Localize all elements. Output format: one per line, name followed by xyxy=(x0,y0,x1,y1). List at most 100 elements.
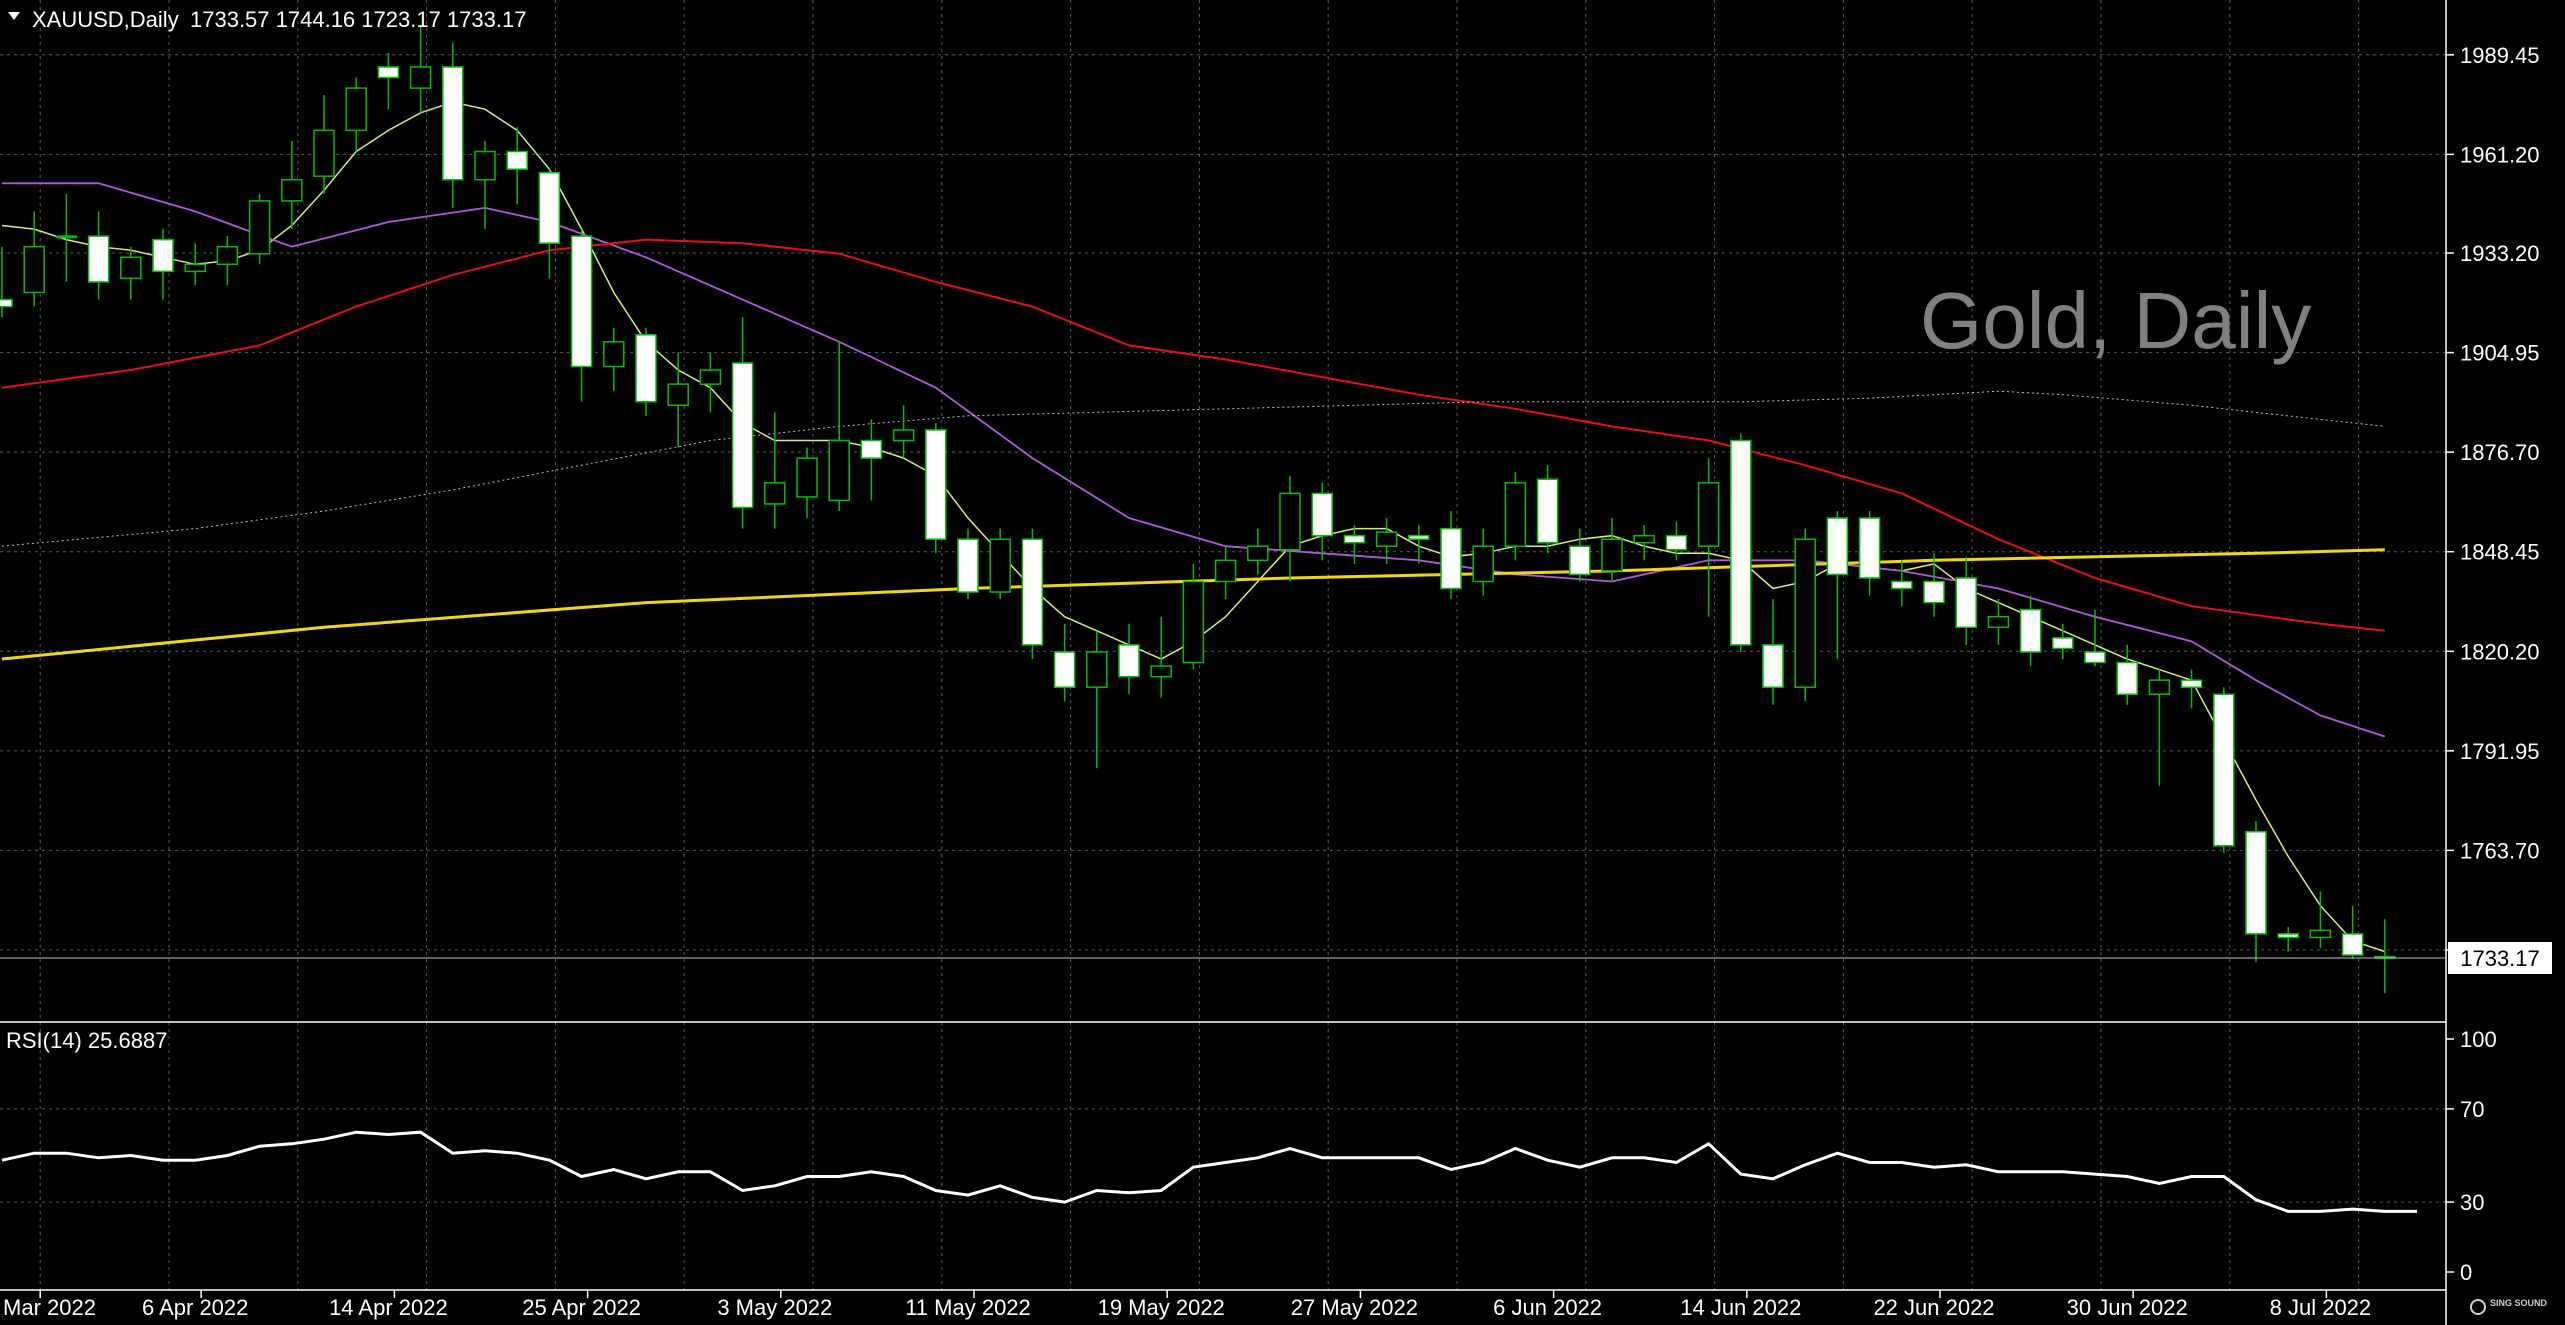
rsi-tick-label: 100 xyxy=(2460,1027,2497,1052)
candle-body xyxy=(1408,534,1430,540)
candle xyxy=(1826,511,1849,660)
candle xyxy=(1408,525,1430,564)
candle xyxy=(506,126,528,205)
candle-body xyxy=(313,129,335,177)
chart-watermark: Gold, Daily xyxy=(1920,276,2311,365)
candle-body xyxy=(1118,644,1140,678)
candle xyxy=(570,229,593,402)
candle-body xyxy=(989,538,1011,593)
candle xyxy=(1440,511,1462,600)
time-axis: 29 Mar 2022 6 Apr 2022 14 Apr 2022 25 Apr 2… xyxy=(0,1290,2371,1320)
candle xyxy=(1279,475,1301,582)
candle xyxy=(1987,599,2010,645)
candle-body xyxy=(570,235,593,368)
candle xyxy=(2213,687,2235,853)
candle-body xyxy=(442,66,464,181)
candle xyxy=(860,419,883,501)
ohlc-values: 1733.57 1744.16 1723.17 1733.17 xyxy=(190,7,526,32)
current-price-label: 1733.17 xyxy=(2460,946,2540,971)
price-tick-label: 1933.20 xyxy=(2460,241,2540,266)
candle xyxy=(1311,482,1333,561)
candle xyxy=(1086,630,1108,769)
candle-body xyxy=(1504,482,1527,547)
candle-body xyxy=(2277,933,2299,939)
candle xyxy=(892,405,915,459)
symbol-label: XAUUSD,Daily xyxy=(32,7,179,32)
candle xyxy=(1214,546,1237,600)
candle-body xyxy=(1247,545,1269,562)
candle xyxy=(764,412,786,529)
candle-body xyxy=(828,439,850,502)
candle xyxy=(248,193,271,265)
candle-body xyxy=(1086,651,1108,688)
candle-body xyxy=(764,482,786,505)
price-tick-label: 1989.45 xyxy=(2460,43,2540,68)
candle-body xyxy=(1923,580,1945,604)
candle xyxy=(2180,669,2203,709)
current-price-marker: 1733.17 xyxy=(2448,941,2552,974)
candle-body xyxy=(2213,693,2235,847)
time-tick-label: 29 Mar 2022 xyxy=(0,1295,96,1320)
candle xyxy=(216,236,239,286)
time-tick-label: 14 Apr 2022 xyxy=(329,1295,448,1320)
candle xyxy=(1923,553,1945,617)
candle-body xyxy=(2084,651,2106,664)
candle-body xyxy=(1697,482,1720,547)
candle-body xyxy=(1569,545,1591,576)
candle-body xyxy=(1987,615,2010,629)
time-tick-label: 27 May 2022 xyxy=(1291,1295,1418,1320)
brand-logo: SING SOUND xyxy=(2470,1298,2548,1315)
candle-body xyxy=(152,238,174,273)
candle xyxy=(1633,525,1655,561)
candle-body xyxy=(55,235,78,239)
price-tick-label: 1763.70 xyxy=(2460,838,2540,863)
candle xyxy=(667,352,689,448)
candle xyxy=(1472,528,1494,596)
candle-body xyxy=(1955,577,1977,629)
candle-body xyxy=(957,538,979,593)
candle xyxy=(2019,595,2042,667)
chevron-down-icon[interactable] xyxy=(8,12,20,20)
candle-body xyxy=(1214,559,1237,583)
candle xyxy=(1182,563,1205,670)
candle xyxy=(152,229,174,300)
candle xyxy=(957,528,979,600)
candle xyxy=(442,42,464,208)
candle-body xyxy=(345,87,367,132)
candle-body xyxy=(1794,538,1816,688)
candle-body xyxy=(1279,492,1301,551)
candle-body xyxy=(506,150,528,170)
candle xyxy=(281,140,303,230)
candle xyxy=(2341,905,2364,959)
candle-body xyxy=(1633,534,1655,544)
candle xyxy=(1536,465,1559,554)
candle xyxy=(2052,623,2074,660)
candles xyxy=(0,24,2396,994)
candle xyxy=(377,52,400,110)
candle-body xyxy=(2245,830,2267,935)
candle-body xyxy=(1053,651,1076,688)
candle xyxy=(2277,926,2299,952)
candle-body xyxy=(1762,644,1784,688)
candle xyxy=(925,422,947,554)
candle-body xyxy=(377,66,400,79)
candle-body xyxy=(699,369,722,385)
candle xyxy=(1891,560,1913,607)
candle-body xyxy=(925,429,947,540)
candle-body xyxy=(474,150,496,181)
rsi-label: RSI(14) 25.6887 xyxy=(6,1028,167,1053)
candle xyxy=(2245,821,2267,963)
candle-body xyxy=(2309,929,2332,939)
time-tick-label: 6 Apr 2022 xyxy=(142,1295,248,1320)
candle xyxy=(2148,669,2171,786)
candle xyxy=(989,528,1011,600)
candle-body xyxy=(184,263,206,273)
candle-body xyxy=(1601,538,1623,572)
candle xyxy=(796,447,818,519)
grid xyxy=(0,0,2446,1290)
time-tick-label: 22 Jun 2022 xyxy=(1873,1295,1994,1320)
candle-body xyxy=(1665,534,1688,551)
candle xyxy=(1247,528,1269,575)
